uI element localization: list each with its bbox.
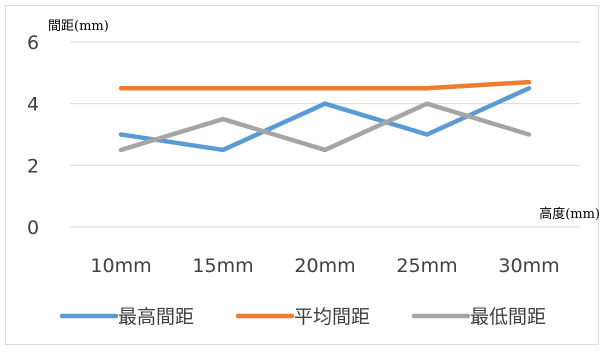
- y-axis-title: 間距(mm): [48, 19, 109, 34]
- x-axis-title: 高度(mm): [539, 206, 600, 222]
- x-tick-label: 15mm: [192, 255, 253, 277]
- legend-label-2: 最低間距: [470, 306, 546, 328]
- series-line-0: [118, 86, 532, 153]
- legend-label-1: 平均間距: [294, 306, 370, 328]
- series-lines: [118, 79, 532, 153]
- x-tick-label: 30mm: [498, 255, 559, 277]
- x-tick-label: 20mm: [294, 255, 355, 277]
- y-tick-label: 6: [27, 32, 39, 54]
- x-axis-ticks: 10mm 15mm 20mm 25mm 30mm: [90, 255, 559, 277]
- y-tick-label: 0: [27, 217, 39, 239]
- y-tick-label: 2: [27, 155, 39, 177]
- x-tick-label: 10mm: [90, 255, 151, 277]
- y-axis-ticks: 0 2 4 6: [27, 32, 39, 239]
- x-tick-label: 25mm: [396, 255, 457, 277]
- series-line-1: [118, 79, 532, 91]
- legend-label-0: 最高間距: [118, 306, 194, 328]
- chart-frame: [5, 5, 599, 345]
- gridlines: [70, 41, 580, 228]
- y-tick-label: 4: [27, 94, 39, 116]
- legend: 最高間距 平均間距 最低間距: [59, 306, 546, 328]
